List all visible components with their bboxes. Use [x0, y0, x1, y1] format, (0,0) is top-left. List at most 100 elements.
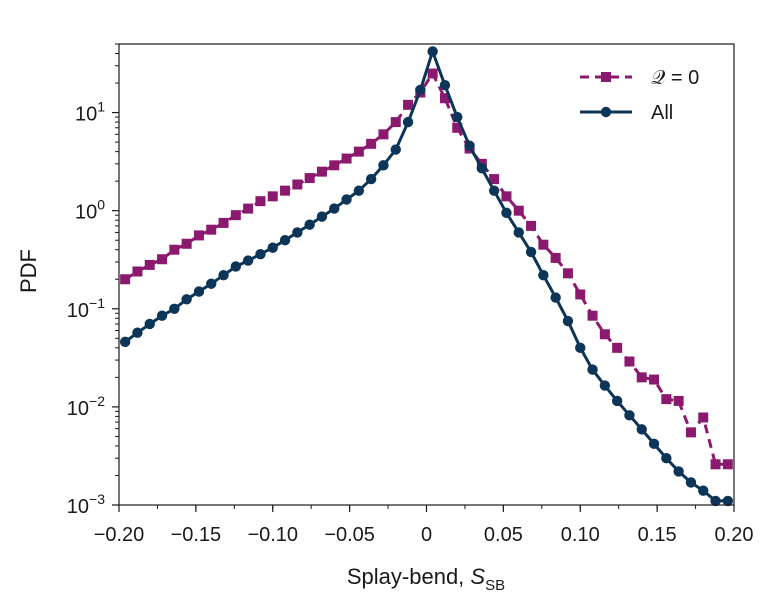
x-axis-label-symbol: S: [470, 564, 485, 589]
data-point-square: [329, 160, 340, 171]
y-tick-label: 101: [75, 99, 105, 126]
data-point-circle: [452, 111, 463, 123]
data-point-circle: [636, 424, 647, 435]
data-point-circle: [550, 292, 561, 303]
data-point-circle: [341, 194, 352, 205]
series-all: [119, 46, 734, 507]
data-point-square: [353, 146, 364, 157]
data-point-square: [673, 395, 684, 406]
data-point-circle: [673, 466, 684, 477]
data-point-circle: [427, 46, 438, 57]
data-point-square: [267, 191, 278, 202]
x-tick-label: −0.05: [324, 524, 375, 546]
data-point-square: [587, 310, 598, 321]
data-point-circle: [169, 303, 180, 314]
data-point-square: [661, 394, 672, 405]
data-point-circle: [206, 278, 217, 289]
series-line: [124, 49, 728, 503]
data-point-square: [157, 254, 168, 265]
plot-frame: [118, 43, 735, 506]
data-point-circle: [132, 327, 143, 338]
x-tick-label: 0.10: [561, 524, 600, 546]
data-point-circle: [648, 438, 660, 450]
y-tick-label: 10−1: [67, 295, 105, 322]
data-point-square: [304, 173, 315, 184]
data-point-circle: [353, 185, 365, 196]
legend-marker-square: [601, 72, 611, 82]
data-point-circle: [304, 219, 315, 230]
data-point-square: [538, 239, 549, 250]
data-point-square: [710, 459, 721, 470]
data-point-square: [181, 238, 192, 249]
data-point-square: [280, 185, 291, 196]
data-point-circle: [181, 294, 192, 305]
data-point-square: [575, 289, 586, 300]
y-tick-label: 100: [75, 197, 105, 224]
axes-layer: [118, 43, 735, 506]
data-point-circle: [230, 261, 242, 272]
x-tick-label: −0.20: [94, 524, 145, 546]
data-point-circle: [562, 315, 574, 327]
data-point-square: [501, 191, 512, 202]
data-point-circle: [575, 342, 586, 354]
data-point-circle: [267, 242, 278, 253]
data-point-circle: [378, 160, 389, 171]
data-point-square: [489, 174, 500, 185]
data-point-square: [403, 99, 414, 110]
data-point-circle: [476, 163, 488, 174]
data-point-circle: [599, 380, 611, 391]
x-tick-label: −0.15: [171, 524, 222, 546]
data-point-square: [526, 220, 537, 231]
series-line: [124, 72, 728, 466]
series-q-zero: [120, 68, 733, 470]
data-point-circle: [365, 173, 377, 185]
data-point-circle: [193, 286, 205, 297]
x-tick-label: 0.15: [638, 524, 677, 546]
data-point-square: [144, 259, 155, 270]
data-point-square: [193, 230, 204, 241]
data-point-circle: [402, 116, 414, 128]
data-point-square: [206, 224, 217, 235]
legend-label: 𝒬 = 0: [651, 67, 699, 89]
data-point-square: [599, 329, 610, 340]
data-point-square: [255, 196, 266, 207]
data-point-circle: [316, 211, 328, 222]
y-axis-label: PDF: [16, 249, 41, 293]
data-point-square: [169, 244, 180, 255]
data-point-square: [243, 203, 254, 214]
data-point-square: [612, 342, 623, 353]
legend-item: 𝒬 = 0: [580, 67, 699, 89]
data-point-square: [562, 268, 573, 279]
data-point-square: [366, 138, 377, 149]
data-point-square: [132, 266, 143, 277]
series-layer: [119, 46, 734, 507]
legend: 𝒬 = 0 All: [580, 67, 699, 124]
data-point-square: [685, 427, 696, 438]
data-point-square: [341, 153, 352, 164]
data-point-square: [636, 372, 647, 383]
data-point-square: [698, 412, 709, 423]
data-point-square: [452, 122, 463, 133]
data-point-circle: [685, 477, 697, 488]
data-point-circle: [587, 364, 598, 375]
data-point-circle: [710, 495, 721, 507]
data-point-square: [550, 252, 561, 263]
x-tick-label: −0.10: [247, 524, 298, 546]
data-point-circle: [279, 235, 291, 246]
data-point-circle: [218, 269, 229, 281]
data-point-circle: [624, 410, 635, 421]
data-point-square: [120, 274, 131, 285]
x-tick-label: 0: [421, 524, 432, 546]
data-point-square: [649, 374, 660, 385]
data-point-circle: [722, 495, 734, 507]
legend-item: All: [580, 102, 673, 124]
data-point-square: [390, 117, 401, 128]
data-point-square: [316, 166, 327, 177]
data-point-circle: [292, 227, 303, 238]
data-point-circle: [525, 246, 537, 258]
data-point-circle: [390, 144, 401, 155]
data-point-circle: [538, 269, 549, 281]
legend-label: All: [651, 102, 673, 124]
data-point-circle: [119, 336, 131, 348]
